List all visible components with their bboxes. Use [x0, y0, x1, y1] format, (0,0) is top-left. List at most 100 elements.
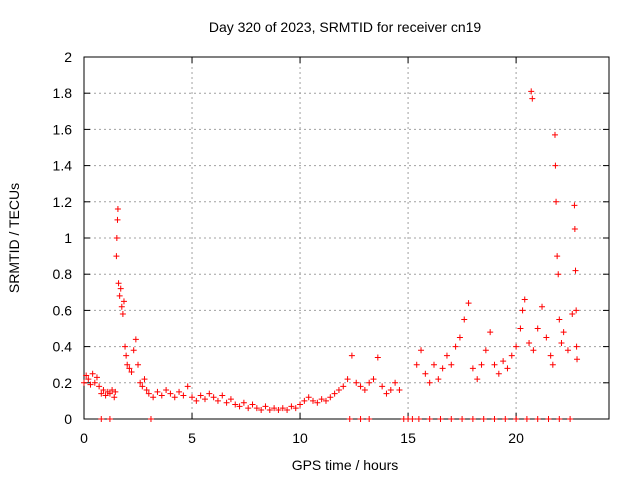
data-point-marker [422, 370, 429, 377]
data-point-marker [500, 358, 507, 365]
data-point-marker [573, 343, 580, 350]
data-point-marker [526, 339, 533, 346]
data-point-marker [346, 416, 353, 422]
data-point-marker [143, 387, 150, 394]
data-point-marker [318, 396, 325, 403]
data-point-marker [523, 416, 530, 422]
data-point-marker [344, 376, 351, 383]
data-point-marker [249, 401, 256, 408]
data-point-marker [555, 271, 562, 278]
data-point-marker [132, 336, 139, 343]
data-point-marker [113, 235, 120, 241]
data-point-marker [361, 387, 368, 394]
data-point-marker [547, 352, 554, 359]
data-point-marker [426, 416, 433, 422]
data-point-marker [85, 376, 92, 383]
data-point-marker [322, 397, 329, 404]
data-point-marker [348, 352, 355, 359]
data-point-marker [543, 334, 550, 341]
data-point-marker [201, 396, 208, 403]
data-point-marker [443, 352, 450, 359]
data-point-marker [564, 347, 571, 354]
data-point-marker [258, 406, 265, 413]
y-tick-label: 2 [64, 49, 72, 65]
data-point-marker [426, 379, 433, 386]
data-point-marker [96, 383, 103, 390]
data-point-marker [529, 95, 536, 102]
data-point-marker [245, 405, 252, 412]
y-tick-label: 1.8 [53, 85, 73, 101]
data-point-marker [87, 381, 94, 388]
data-point-marker [370, 376, 377, 383]
y-tick-label: 0.8 [53, 266, 73, 282]
data-point-marker [176, 388, 183, 395]
data-point-marker [189, 394, 196, 401]
x-tick-label: 15 [400, 430, 416, 446]
data-point-marker [113, 253, 120, 260]
data-point-marker [571, 202, 578, 209]
y-tick-label: 1.6 [53, 121, 73, 137]
y-tick-label: 0.2 [53, 375, 73, 391]
data-point-marker [147, 416, 154, 422]
data-point-marker [116, 292, 123, 299]
data-point-marker [571, 225, 578, 232]
data-point-marker [112, 388, 119, 395]
data-point-marker [206, 390, 213, 397]
data-point-marker [253, 405, 260, 412]
data-point-marker [556, 316, 563, 323]
data-point-marker [180, 392, 187, 399]
data-point-marker [487, 329, 494, 336]
data-point-marker [223, 399, 230, 406]
data-point-marker [197, 392, 204, 399]
data-point-marker [266, 406, 273, 413]
data-point-marker [396, 387, 403, 394]
data-point-marker [214, 397, 221, 404]
y-tick-label: 1.4 [53, 158, 73, 174]
data-point-marker [448, 416, 455, 422]
data-point-marker [553, 198, 560, 205]
data-point-marker [240, 399, 247, 406]
data-point-marker [508, 352, 515, 359]
data-point-marker [569, 311, 576, 318]
data-point-marker [114, 216, 121, 223]
data-point-marker [517, 325, 524, 332]
data-point-marker [335, 387, 342, 394]
data-point-marker [93, 374, 100, 381]
data-point-marker [122, 343, 129, 350]
data-point-marker [551, 131, 558, 138]
x-tick-label: 20 [508, 430, 524, 446]
data-point-marker [130, 347, 137, 354]
data-point-marker [474, 376, 481, 383]
data-point-marker [461, 316, 468, 323]
y-tick-labels: 0 0.2 0.4 0.6 0.8 1 1.2 1.4 1.6 1.8 2 [53, 49, 73, 427]
data-point-marker [340, 383, 347, 390]
data-point-marker [314, 399, 321, 406]
data-point-marker [549, 361, 556, 368]
data-point-marker [184, 383, 191, 390]
data-point-marker [81, 379, 87, 386]
data-point-marker [469, 365, 476, 372]
y-axis-title: SRMTID / TECUs [6, 183, 22, 293]
data-point-marker [502, 416, 509, 422]
data-point-marker [379, 383, 386, 390]
data-point-marker [534, 325, 541, 332]
data-point-marker [478, 361, 485, 368]
data-point-marker [545, 416, 552, 422]
data-point-marker [310, 397, 317, 404]
x-tick-label: 0 [80, 430, 88, 446]
data-point-marker [491, 416, 498, 422]
y-tick-label: 0.6 [53, 302, 73, 318]
data-point-marker [480, 416, 487, 422]
data-point-marker [366, 379, 373, 386]
data-point-marker [366, 416, 373, 422]
data-point-marker [118, 303, 125, 310]
data-point-marker [521, 296, 528, 303]
data-point-marker [227, 396, 234, 403]
data-point-marker [567, 416, 574, 422]
data-point-marker [392, 379, 399, 386]
data-point-marker [357, 416, 364, 422]
data-point-marker [513, 416, 520, 422]
data-point-marker [167, 390, 174, 397]
data-point-marker [482, 347, 489, 354]
